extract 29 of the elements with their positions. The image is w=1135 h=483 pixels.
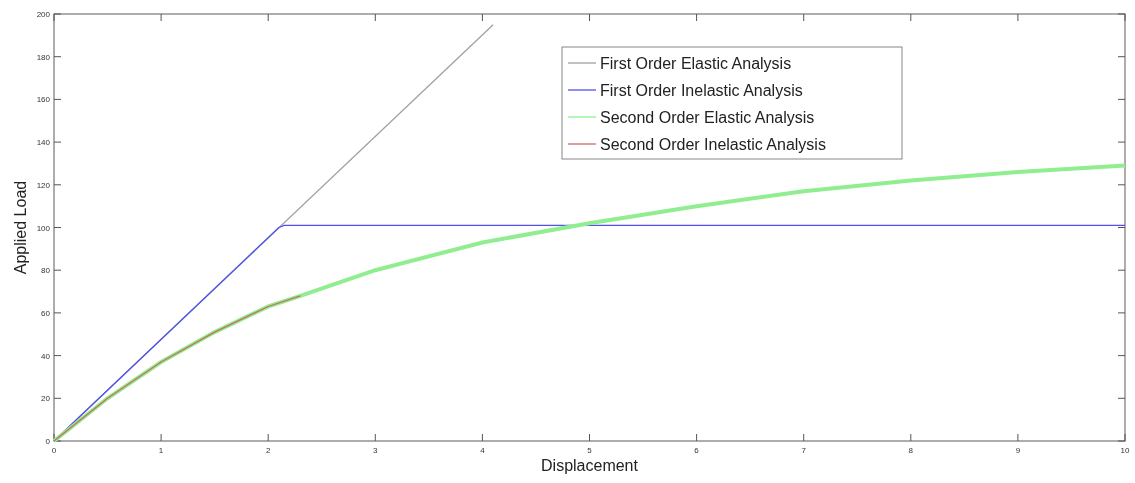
y-tick-label: 160 [36,95,51,105]
y-tick-label: 140 [36,138,51,148]
y-tick-label: 0 [45,437,51,446]
x-tick-label: 9 [1015,446,1021,455]
x-tick-label: 10 [1120,446,1130,455]
legend-label: Second Order Elastic Analysis [600,109,815,126]
x-tick-label: 1 [158,446,164,455]
x-tick-label: 6 [694,446,700,455]
y-tick-label: 100 [36,223,51,233]
x-tick-label: 8 [908,446,914,455]
legend-label: First Order Inelastic Analysis [600,82,803,99]
x-tick-label: 0 [51,446,57,455]
x-tick-label: 7 [801,446,807,455]
y-axis-title: Applied Load [12,180,29,275]
x-tick-label: 4 [480,446,486,455]
legend-label: Second Order Inelastic Analysis [600,136,826,153]
y-tick-label: 120 [36,180,51,190]
y-tick-label: 40 [41,351,51,361]
x-tick-label: 3 [373,446,379,455]
x-axis-title: Displacement [541,457,639,474]
x-tick-label: 2 [265,446,271,455]
y-tick-label: 180 [36,52,51,62]
y-tick-label: 20 [41,394,51,404]
y-tick-label: 60 [41,308,51,318]
line-series [53,295,301,442]
legend-label: First Order Elastic Analysis [600,55,792,72]
x-tick-label: 5 [587,446,593,455]
y-tick-label: 80 [41,266,51,276]
y-tick-label: 200 [36,10,51,19]
